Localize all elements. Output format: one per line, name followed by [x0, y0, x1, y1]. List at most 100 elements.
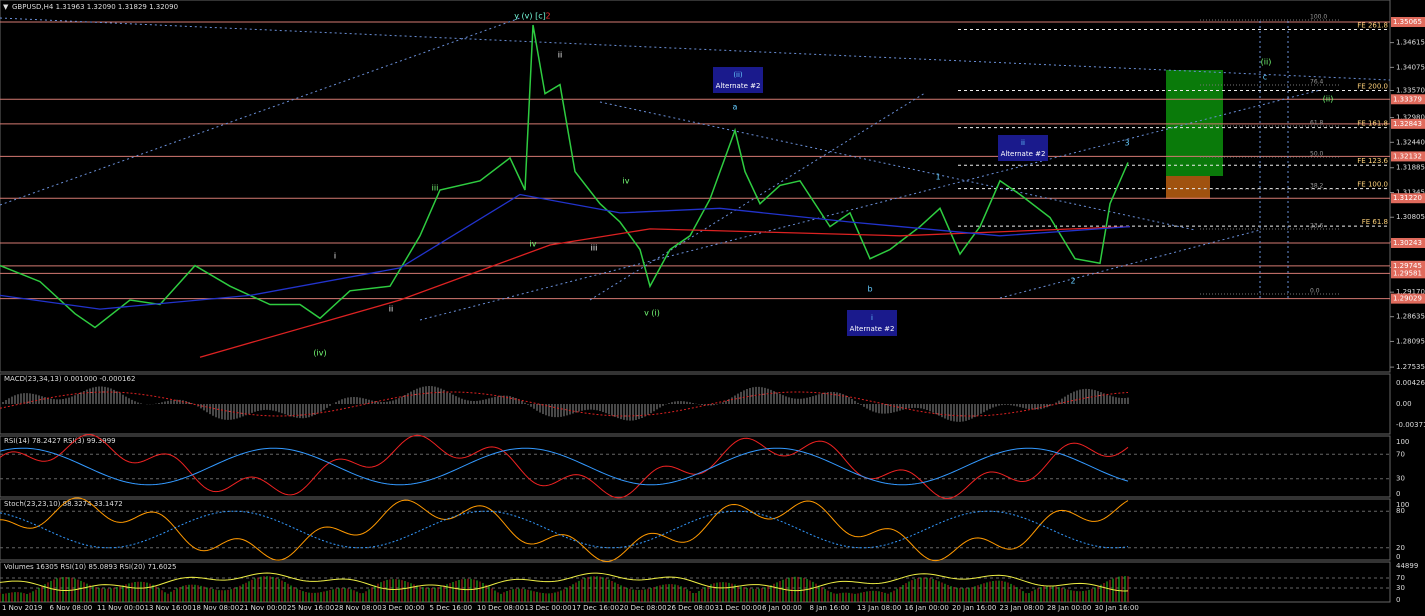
- time-label: 28 Nov 08:00: [335, 604, 382, 612]
- time-label: 28 Jan 00:00: [1047, 604, 1091, 612]
- time-label: 6 Jan 00:00: [762, 604, 802, 612]
- panel-axis: 70: [1396, 574, 1405, 582]
- price-tick: 1.32440: [1396, 138, 1425, 146]
- panel-axis: 0: [1396, 553, 1400, 561]
- panel-axis: 0: [1396, 490, 1400, 498]
- price-tick: 1.33570: [1396, 87, 1425, 95]
- wave-label: iii: [591, 244, 598, 253]
- alt-sub: Alternate #2: [716, 82, 761, 90]
- volume-panel: [0, 561, 1391, 603]
- trend-line: [0, 17, 1391, 81]
- wave-label: (ii): [1323, 95, 1334, 104]
- alt-title: i: [871, 314, 873, 322]
- price-tick: 1.31345: [1396, 188, 1425, 196]
- wave-label: iv: [530, 240, 537, 249]
- panel-axis: 0: [1396, 596, 1400, 604]
- trend-line: [599, 101, 1196, 231]
- time-label: 8 Jan 16:00: [810, 604, 850, 612]
- panel-title: RSI(14) 78.2427 RSI(3) 99.3999: [4, 437, 116, 445]
- wave-label: iv: [623, 177, 630, 186]
- level-label: 1.32843: [1393, 120, 1422, 128]
- wave-label: i: [334, 252, 336, 261]
- level-label: 1.29029: [1393, 295, 1422, 303]
- time-label: 5 Dec 16:00: [430, 604, 473, 612]
- stoch-panel: [0, 498, 1391, 561]
- panel-axis: 100: [1396, 501, 1409, 509]
- time-label: 23 Jan 08:00: [1000, 604, 1044, 612]
- time-label: 20 Jan 16:00: [952, 604, 996, 612]
- symbol-header: GBPUSD,H4 1.31963 1.32090 1.31829 1.3209…: [12, 3, 178, 11]
- retr-label: 61.8: [1310, 120, 1324, 127]
- price-tick: 1.27535: [1396, 363, 1425, 371]
- alt-box: [847, 310, 897, 336]
- wave-label: y (v) [c]: [514, 12, 545, 21]
- macd-panel: [0, 373, 1391, 435]
- level-label: 1.29745: [1393, 262, 1422, 270]
- wave-label: ii: [558, 51, 562, 60]
- fib-label: FE 61.8: [1362, 218, 1388, 226]
- panel-axis: 30: [1396, 475, 1405, 483]
- level-label: 1.32132: [1393, 152, 1422, 160]
- wave-label: iii: [432, 184, 439, 193]
- price-line: [0, 24, 1129, 329]
- panel-axis: 44899: [1396, 562, 1418, 570]
- retr-label: 38.2: [1310, 183, 1324, 190]
- time-label: 3 Dec 00:00: [382, 604, 425, 612]
- level-label: 1.33379: [1393, 95, 1422, 103]
- wave-label: v (i): [644, 309, 660, 318]
- wave-label: 2: [1070, 277, 1075, 286]
- price-tick: 1.28095: [1396, 337, 1425, 345]
- level-label: 1.35065: [1393, 18, 1422, 26]
- time-label: 26 Dec 08:00: [667, 604, 714, 612]
- panel-axis: 0.004266: [1396, 379, 1425, 387]
- time-label: 13 Jan 08:00: [857, 604, 901, 612]
- trend-line: [999, 229, 1261, 299]
- main-panel: [0, 0, 1391, 373]
- price-tick: 1.29170: [1396, 288, 1425, 296]
- wave-label: (iv): [313, 349, 326, 358]
- level-tag: [1391, 118, 1425, 129]
- ind-line2: [0, 447, 1129, 486]
- time-label: 1 Nov 2019: [2, 604, 42, 612]
- ind-line: [0, 434, 1129, 499]
- retr-label: 0.0: [1310, 288, 1320, 295]
- price-tick: 1.31885: [1396, 164, 1425, 172]
- panel-axis: 30: [1396, 584, 1405, 592]
- retr-label: 100.0: [1310, 14, 1327, 21]
- alt-sub: Alternate #2: [850, 325, 895, 333]
- fib-label: FE 261.8: [1357, 22, 1388, 30]
- alt-title: ii: [1021, 139, 1025, 147]
- wave-label: b: [867, 285, 872, 294]
- ind-line2: [0, 510, 1129, 549]
- time-label: 25 Nov 16:00: [287, 604, 334, 612]
- level-label: 1.29581: [1393, 269, 1422, 277]
- alt-box: [998, 135, 1048, 161]
- time-label: 13 Nov 16:00: [145, 604, 192, 612]
- alt-box: [713, 67, 763, 93]
- panel-title: MACD(23,34,13) 0.001000 -0.000162: [4, 375, 135, 383]
- time-label: 31 Dec 00:00: [715, 604, 762, 612]
- wave-label: c: [1263, 73, 1267, 82]
- level-label: 1.30243: [1393, 239, 1422, 247]
- wave-label: ii: [389, 305, 393, 314]
- ind-line: [0, 497, 1129, 562]
- panel-axis: 100: [1396, 438, 1409, 446]
- price-tick: 1.34075: [1396, 63, 1425, 71]
- fib-label: FE 100.0: [1357, 181, 1388, 189]
- trend-line: [589, 92, 926, 301]
- time-label: 6 Nov 08:00: [50, 604, 93, 612]
- time-label: 17 Dec 16:00: [572, 604, 619, 612]
- panel-axis: 70: [1396, 450, 1405, 458]
- time-label: 13 Dec 00:00: [525, 604, 572, 612]
- menu-arrow[interactable]: ▼: [3, 3, 9, 11]
- price-tick: 1.34615: [1396, 39, 1425, 47]
- fib-label: FE 161.8: [1357, 120, 1388, 128]
- ind-line: [0, 572, 1129, 592]
- wave-label: 1: [935, 173, 940, 182]
- level-tag: [1391, 260, 1425, 271]
- ma-red: [199, 225, 1131, 358]
- retr-label: 23.6: [1310, 223, 1324, 230]
- level-tag: [1391, 17, 1425, 27]
- level-tag: [1391, 193, 1425, 204]
